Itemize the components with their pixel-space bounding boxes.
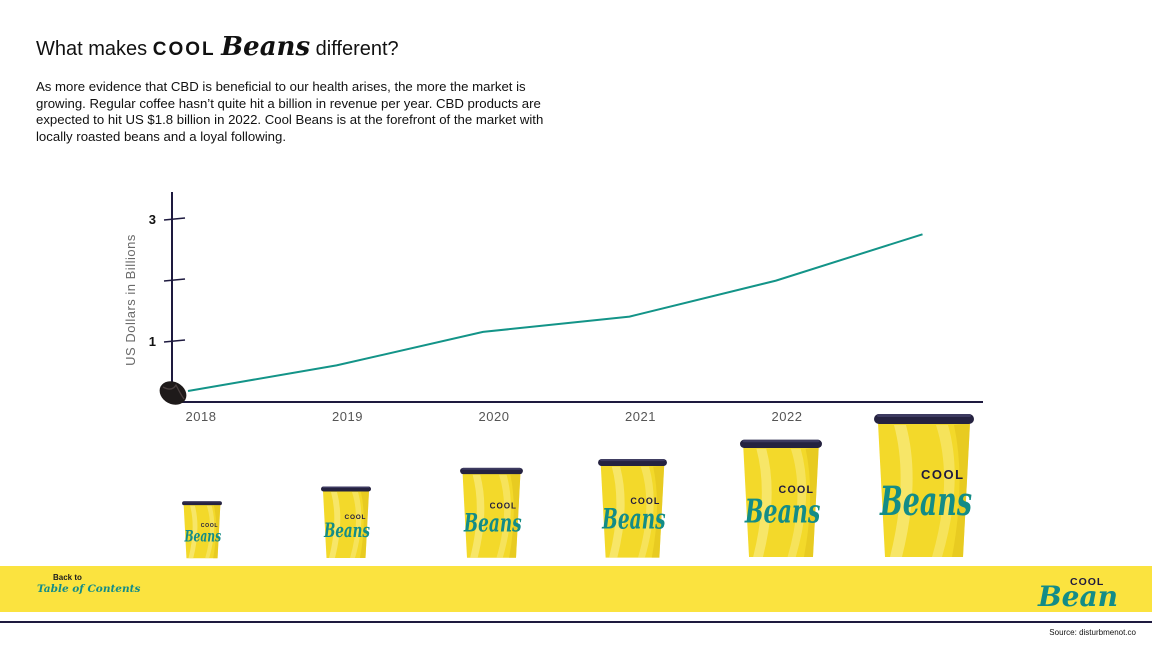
title-suffix: different? [315, 38, 399, 60]
y-axis-label: US Dollars in Billions [123, 234, 138, 366]
cool-beans-logo: COOL Beans [1037, 576, 1118, 612]
page-title: What makes COOL Beans different? [36, 32, 399, 62]
back-to-label: Back to [53, 573, 82, 582]
svg-text:Beans: Beans [744, 492, 820, 531]
title-brand-beans: Beans [221, 32, 311, 62]
x-tick-label: 2018 [186, 409, 217, 424]
svg-text:COOL: COOL [489, 502, 516, 511]
svg-text:Beans: Beans [879, 478, 972, 525]
x-tick-label: 2021 [625, 409, 656, 424]
footer-band [0, 566, 1152, 612]
y-tick-mark [163, 339, 186, 343]
footer-rule [0, 621, 1152, 623]
y-tick-label: 1 [149, 334, 156, 349]
svg-text:Beans: Beans [1037, 580, 1118, 612]
svg-text:COOL: COOL [921, 467, 965, 482]
svg-text:COOL: COOL [1070, 576, 1104, 588]
x-tick-label: 2019 [332, 409, 363, 424]
svg-text:COOL: COOL [630, 496, 660, 506]
svg-text:Beans: Beans [323, 518, 370, 542]
coffee-bean-icon [159, 381, 187, 405]
revenue-line-chart: 13 2018 2019 2020 2021 2022 US Dollars in Bi… [123, 192, 983, 424]
source-credit: Source: disturbmenot.co [1049, 628, 1136, 637]
y-tick-mark [163, 278, 186, 282]
table-of-contents-label: Table of Contents [37, 583, 141, 595]
y-tick-label: 3 [149, 212, 156, 227]
x-tick-label: 2020 [479, 409, 510, 424]
title-brand-cool: COOL [152, 39, 216, 60]
title-prefix: What makes [36, 38, 148, 60]
chart-axes [171, 192, 983, 403]
svg-text:Beans: Beans [184, 526, 221, 545]
x-tick-label: 2022 [772, 409, 803, 424]
svg-text:Beans: Beans [601, 504, 665, 536]
svg-text:COOL: COOL [201, 523, 218, 529]
svg-text:COOL: COOL [779, 484, 815, 496]
back-to-contents-link[interactable]: Back to Table of Contents [37, 573, 140, 595]
intro-paragraph: As more evidence that CBD is beneficial … [36, 79, 544, 144]
svg-text:COOL: COOL [345, 514, 367, 521]
y-tick-mark [163, 217, 186, 221]
y-ticks: 13 [149, 212, 186, 349]
svg-text:Beans: Beans [463, 507, 521, 537]
series-line [187, 233, 923, 392]
x-tick-labels: 2018 2019 2020 2021 2022 [186, 409, 803, 424]
